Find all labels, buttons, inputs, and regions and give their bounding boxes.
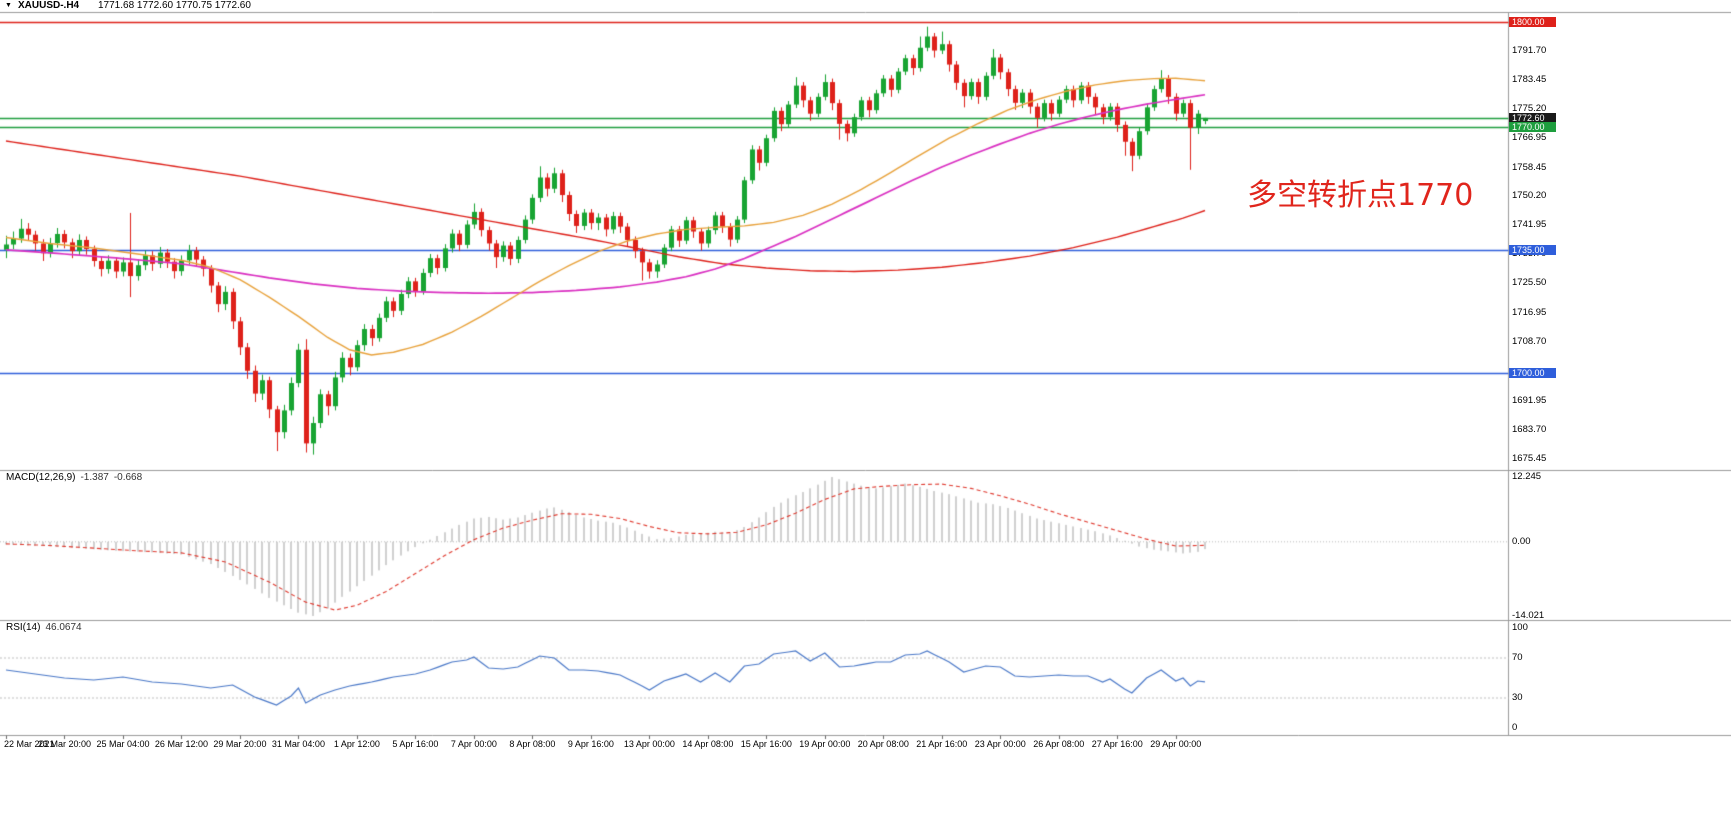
time-axis-label: 15 Apr 16:00 bbox=[740, 739, 792, 749]
time-axis-label: 23 Apr 00:00 bbox=[974, 739, 1026, 749]
price-tick-label: 1791.70 bbox=[1512, 44, 1547, 56]
rsi-axis-label: 30 bbox=[1512, 692, 1523, 703]
time-axis-label: 31 Mar 04:00 bbox=[271, 739, 325, 749]
macd-signal-value: -0.668 bbox=[113, 472, 143, 483]
macd-name: MACD(12,26,9) bbox=[6, 472, 76, 483]
macd-indicator-label: MACD(12,26,9) -1.387 -0.668 bbox=[6, 472, 142, 484]
rsi-name: RSI(14) bbox=[6, 622, 41, 633]
price-badge: 1800.00 bbox=[1509, 16, 1556, 27]
time-axis-label: 14 Apr 08:00 bbox=[682, 739, 734, 749]
time-axis-label: 19 Apr 00:00 bbox=[799, 739, 851, 749]
time-axis-label: 1 Apr 12:00 bbox=[333, 739, 380, 749]
time-axis-label: 22 Mar 2021 bbox=[4, 739, 55, 749]
macd-axis-label: 12.245 bbox=[1512, 471, 1542, 482]
price-tick-label: 1741.95 bbox=[1512, 219, 1547, 231]
macd-axis-label: 0.00 bbox=[1512, 535, 1531, 547]
macd-axis-label: -14.021 bbox=[1512, 610, 1545, 621]
price-badge: 1735.00 bbox=[1509, 244, 1556, 255]
rsi-axis-label: 100 bbox=[1512, 622, 1528, 633]
time-axis-label: 5 Apr 16:00 bbox=[392, 739, 439, 749]
chart-header: ▼ XAUUSD-.H4 1771.68 1772.60 1770.75 177… bbox=[0, 0, 1731, 12]
time-axis-label: 9 Apr 16:00 bbox=[567, 739, 614, 749]
price-tick-label: 1775.20 bbox=[1512, 102, 1547, 114]
time-axis-label: 26 Mar 12:00 bbox=[154, 739, 208, 749]
time-axis-label: 8 Apr 08:00 bbox=[509, 739, 556, 749]
time-axis-label: 26 Apr 08:00 bbox=[1033, 739, 1085, 749]
time-axis-label: 21 Apr 16:00 bbox=[916, 739, 968, 749]
rsi-indicator-label: RSI(14) 46.0674 bbox=[6, 622, 82, 634]
time-axis-label: 29 Apr 00:00 bbox=[1150, 739, 1202, 749]
rsi-value: 46.0674 bbox=[45, 622, 82, 633]
price-tick-label: 1750.20 bbox=[1512, 190, 1547, 202]
time-axis-label: 25 Mar 04:00 bbox=[96, 739, 150, 749]
symbol-timeframe-label: XAUUSD-.H4 bbox=[18, 0, 80, 11]
time-axis-label: 27 Apr 16:00 bbox=[1091, 739, 1143, 749]
price-tick-label: 1766.95 bbox=[1512, 131, 1547, 143]
price-badge: 1770.00 bbox=[1509, 122, 1556, 132]
ohlc-quote-label: 1771.68 1772.60 1770.75 1772.60 bbox=[98, 0, 251, 11]
price-tick-label: 1725.50 bbox=[1512, 277, 1547, 289]
price-tick-label: 1716.95 bbox=[1512, 307, 1547, 319]
symbol-marker-icon: ▼ bbox=[5, 2, 12, 9]
time-axis-label: 20 Apr 08:00 bbox=[857, 739, 909, 749]
time-axis-label: 13 Apr 00:00 bbox=[623, 739, 675, 749]
rsi-axis-label: 70 bbox=[1512, 652, 1523, 663]
price-badge: 1700.00 bbox=[1509, 367, 1556, 378]
annotation-text: 多空转折点1770 bbox=[1247, 178, 1474, 213]
price-tick-label: 1683.70 bbox=[1512, 423, 1547, 435]
price-tick-label: 1708.70 bbox=[1512, 336, 1547, 348]
time-axis-label: 29 Mar 20:00 bbox=[213, 739, 267, 749]
price-tick-label: 1783.45 bbox=[1512, 73, 1547, 85]
price-badge: 1772.60 bbox=[1509, 112, 1556, 123]
time-axis-label: 23 Mar 20:00 bbox=[37, 739, 92, 749]
macd-main-value: -1.387 bbox=[80, 472, 109, 483]
price-tick-label: 1675.45 bbox=[1512, 452, 1547, 464]
price-tick-label: 1691.95 bbox=[1512, 394, 1547, 406]
time-axis-label: 7 Apr 00:00 bbox=[450, 739, 497, 749]
price-tick-label: 1758.45 bbox=[1512, 161, 1547, 173]
rsi-axis-label: 0 bbox=[1512, 722, 1518, 733]
